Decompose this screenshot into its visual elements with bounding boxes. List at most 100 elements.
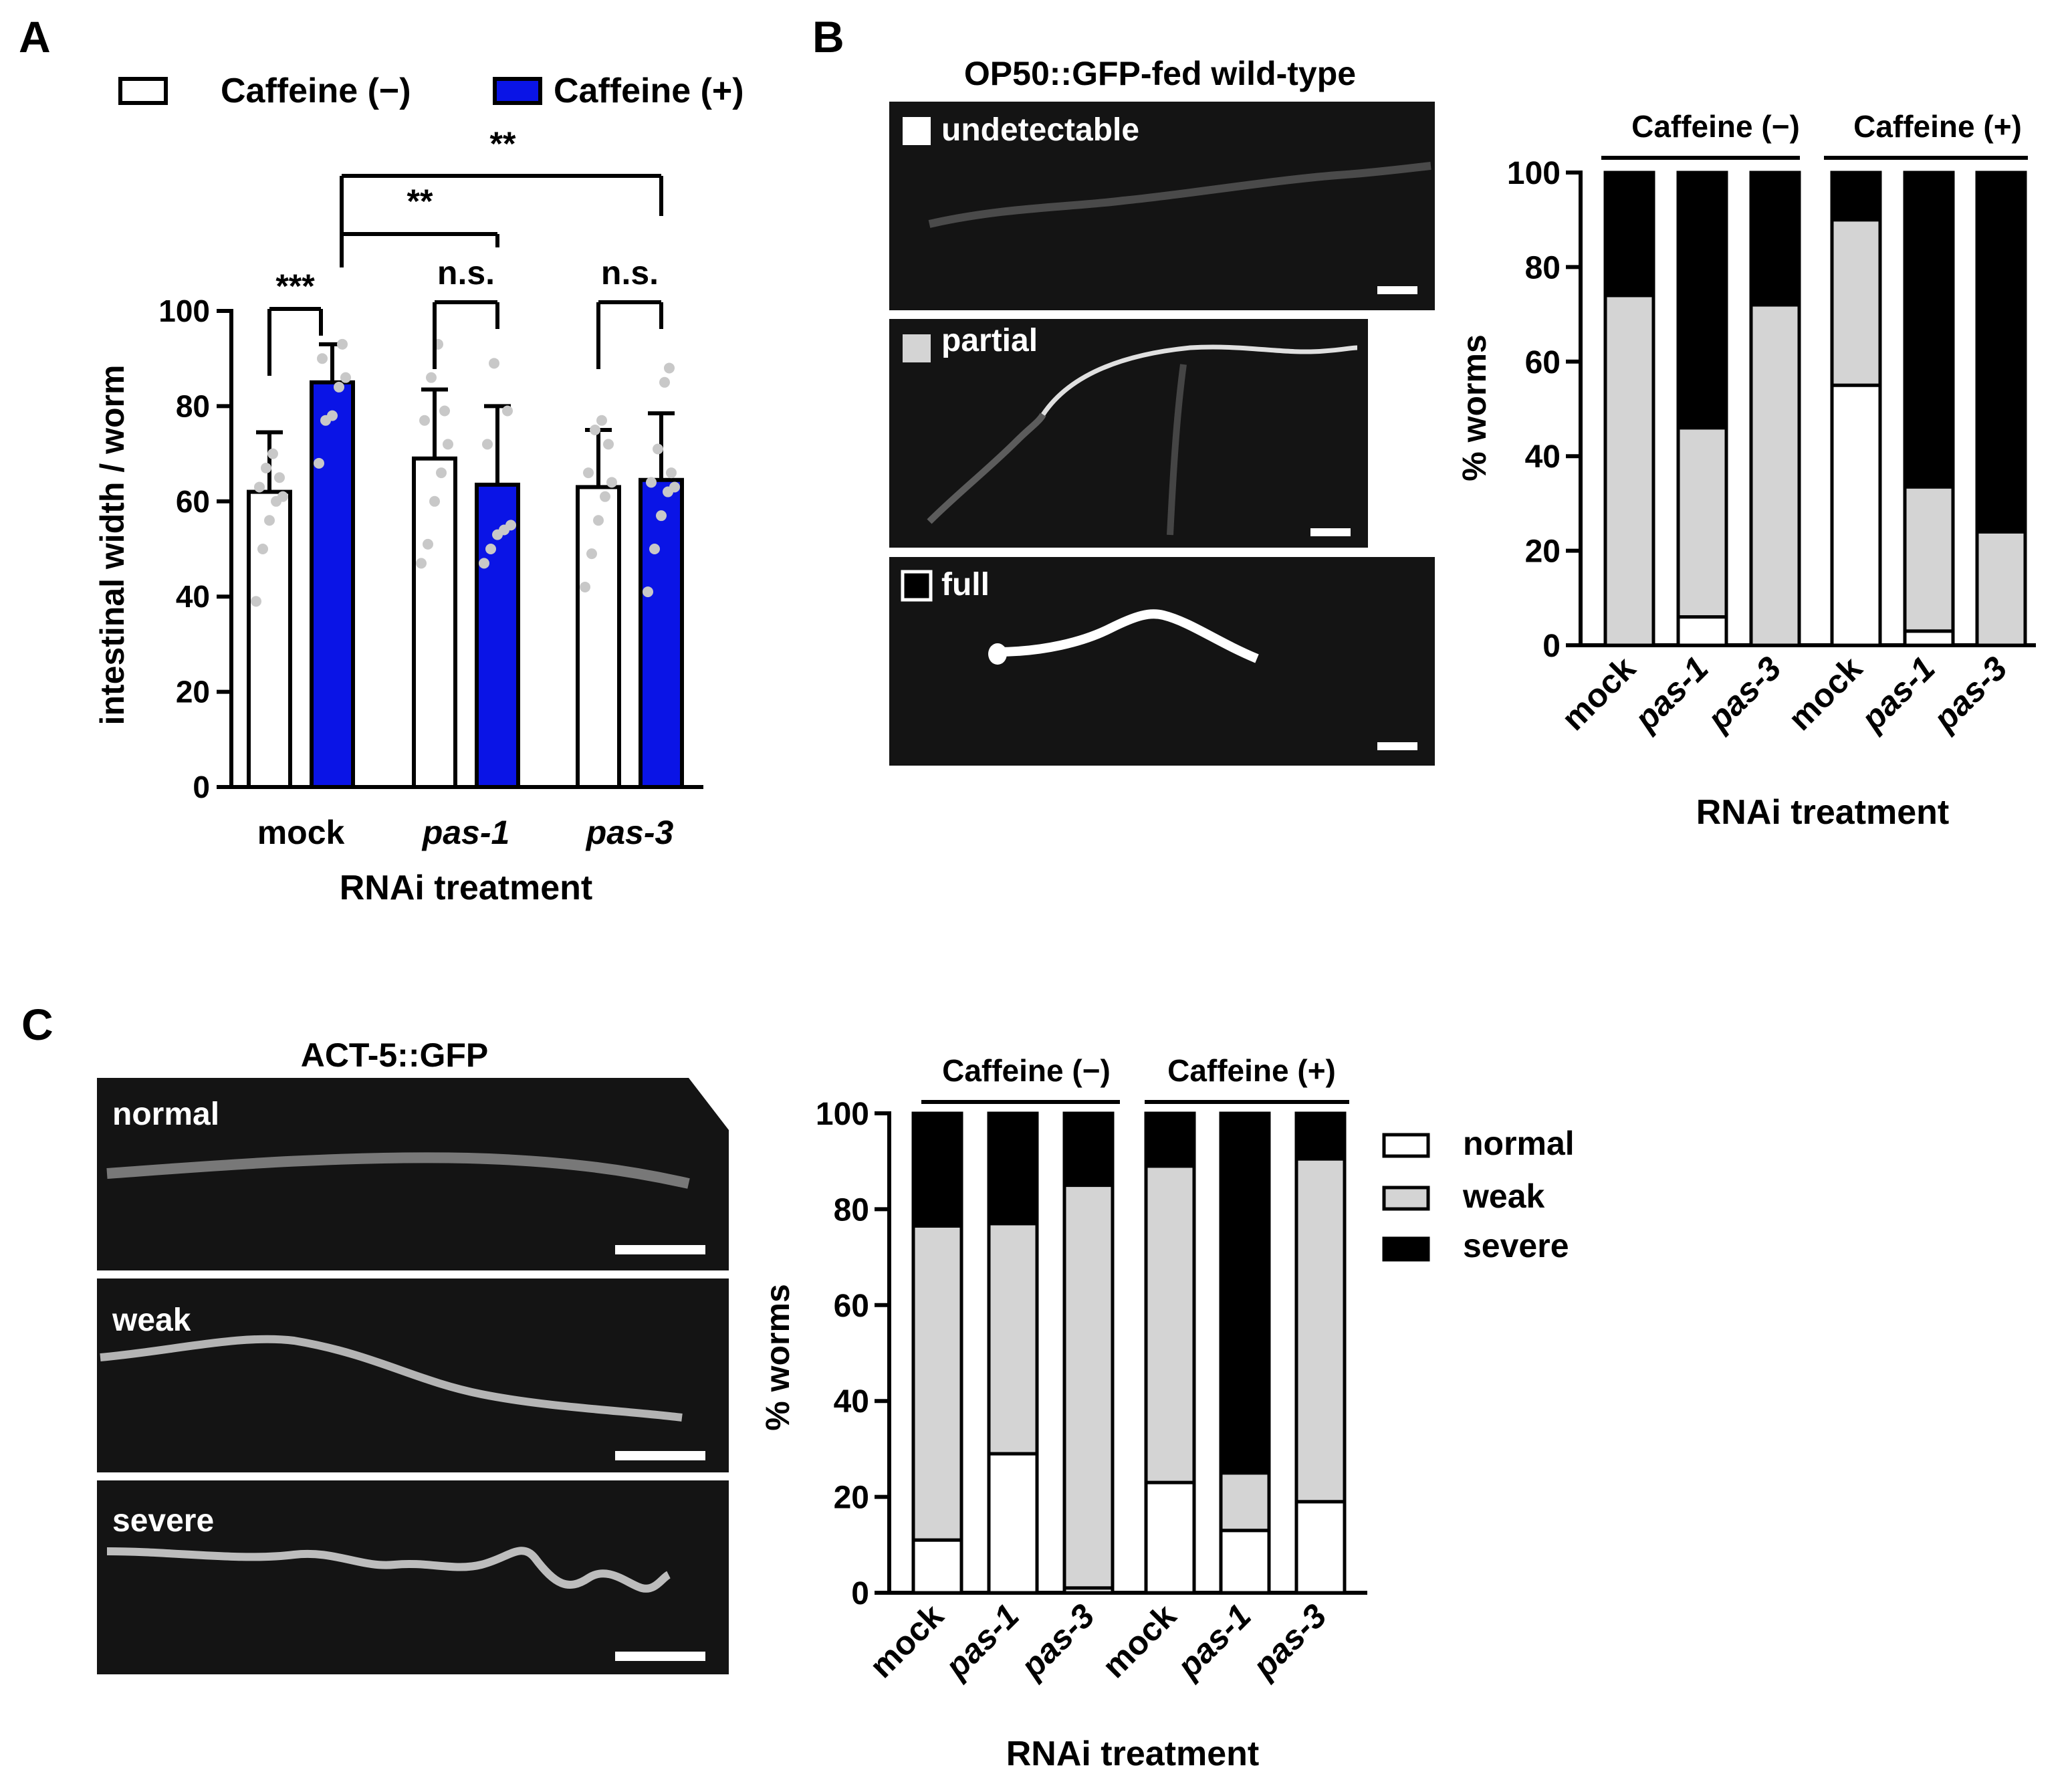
c-bar-4-weak bbox=[1144, 1164, 1196, 1484]
a-data-point bbox=[482, 439, 493, 450]
c-bar-1-weak bbox=[911, 1224, 963, 1542]
c-bar-6-weak bbox=[1294, 1157, 1347, 1504]
b-y-tick-label: 80 bbox=[1525, 250, 1561, 286]
c-bar-6-normal bbox=[1294, 1500, 1347, 1595]
panel-a-chart: Caffeine (−) Caffeine (+) 0 20 40 60 80 100 mo… bbox=[94, 72, 744, 907]
b-worm-partial bbox=[1041, 344, 1358, 416]
a-sig-label: n.s. bbox=[601, 254, 659, 292]
b-bar-2-partial bbox=[1676, 426, 1728, 619]
a-data-point bbox=[502, 405, 513, 417]
c-y-tick-label: 100 bbox=[816, 1097, 869, 1132]
c-legend-swatch-severe bbox=[1382, 1236, 1430, 1262]
a-x-axis-label: RNAi treatment bbox=[340, 869, 593, 907]
c-bar-6-severe bbox=[1294, 1111, 1347, 1161]
b-x-tick-label-2: pas-1 bbox=[1626, 649, 1715, 738]
b-micrograph-undetectable: undetectable bbox=[889, 102, 1435, 310]
b-group-label-caffeine-minus: Caffeine (−) bbox=[1631, 109, 1800, 144]
c-image-label-weak: weak bbox=[112, 1303, 191, 1338]
c-bar-4-severe bbox=[1144, 1111, 1196, 1168]
a-x-tick-label-pas-3: pas-3 bbox=[585, 814, 674, 851]
a-data-point bbox=[267, 448, 278, 459]
c-micrograph-severe: severe bbox=[97, 1480, 729, 1674]
c-y-tick-label: 60 bbox=[834, 1289, 869, 1324]
legend-label-caffeine-plus: Caffeine (+) bbox=[554, 72, 744, 110]
c-x-tick-label-5: pas-1 bbox=[1169, 1597, 1258, 1686]
a-sig-label: ** bbox=[407, 183, 433, 220]
c-x-tick-label-6: pas-3 bbox=[1244, 1597, 1334, 1686]
c-bar-4-normal bbox=[1144, 1480, 1196, 1595]
c-legend-swatch-weak bbox=[1382, 1186, 1430, 1211]
c-bar-2-normal bbox=[987, 1452, 1039, 1595]
a-data-point bbox=[600, 491, 610, 502]
a-data-point bbox=[334, 381, 344, 393]
b-image-label-full: full bbox=[941, 567, 990, 602]
c-legend: normal weak severe bbox=[1382, 1125, 1575, 1264]
a-data-point bbox=[593, 515, 604, 526]
b-y-tick-label: 60 bbox=[1525, 345, 1561, 380]
a-data-point bbox=[656, 510, 667, 522]
c-bar-3-weak bbox=[1062, 1184, 1115, 1590]
c-bar-5-severe bbox=[1219, 1111, 1271, 1475]
c-x-tick-label-2: pas-1 bbox=[937, 1597, 1026, 1686]
b-y-axis-label: % worms bbox=[1456, 334, 1493, 481]
c-image-label-normal: normal bbox=[112, 1097, 219, 1132]
legend-label-caffeine-minus: Caffeine (−) bbox=[221, 72, 411, 110]
a-data-point bbox=[277, 491, 288, 502]
c-x-tick-label-4: mock bbox=[1095, 1597, 1183, 1685]
b-legend-swatch-undetectable bbox=[903, 117, 931, 145]
b-x-tick-label-6: pas-3 bbox=[1925, 649, 2015, 739]
a-data-point bbox=[264, 515, 275, 526]
b-legend-swatch-full bbox=[901, 570, 933, 602]
b-scale-bar-3 bbox=[1377, 742, 1417, 750]
b-bar-2-full bbox=[1676, 171, 1728, 430]
c-y-tick-label: 40 bbox=[834, 1384, 869, 1420]
legend-swatch-caffeine-minus bbox=[118, 77, 168, 105]
b-micrograph-title: OP50::GFP-fed wild-type bbox=[964, 55, 1356, 92]
c-image-label-severe: severe bbox=[112, 1503, 214, 1539]
c-worm-weak bbox=[100, 1335, 683, 1422]
a-y-tick-label: 0 bbox=[193, 770, 210, 804]
c-y-tick-label: 0 bbox=[851, 1576, 869, 1611]
a-data-point bbox=[436, 467, 447, 479]
b-bar-3-partial bbox=[1749, 303, 1801, 647]
b-y-tick-label: 0 bbox=[1542, 629, 1561, 664]
b-bar-2-undetectable bbox=[1676, 615, 1728, 647]
b-scale-bar-1 bbox=[1377, 286, 1417, 294]
a-data-point bbox=[603, 439, 614, 450]
b-bar-1-partial bbox=[1603, 294, 1655, 647]
b-scale-bar-2 bbox=[1310, 528, 1351, 536]
b-image-label-undetectable: undetectable bbox=[941, 112, 1139, 148]
a-data-point bbox=[251, 596, 261, 607]
a-data-point bbox=[580, 581, 590, 592]
c-y-axis-label: % worms bbox=[759, 1284, 796, 1431]
c-bar-5-normal bbox=[1219, 1529, 1271, 1595]
a-y-tick-label: 80 bbox=[176, 388, 210, 423]
b-micrograph-partial: partial bbox=[889, 319, 1368, 548]
c-bar-2-severe bbox=[987, 1111, 1039, 1226]
b-bar-1-full bbox=[1603, 171, 1655, 298]
c-group-label-caffeine-minus: Caffeine (−) bbox=[942, 1053, 1111, 1088]
a-bar-mock-plus bbox=[310, 380, 355, 789]
a-data-point bbox=[317, 353, 328, 364]
b-bar-5-undetectable bbox=[1903, 629, 1955, 647]
a-y-tick-label: 40 bbox=[176, 579, 210, 614]
a-data-point bbox=[423, 538, 433, 550]
b-bar-4-undetectable bbox=[1830, 383, 1882, 647]
a-data-point bbox=[606, 477, 617, 488]
c-scale-bar-1 bbox=[615, 1245, 705, 1254]
c-worm-severe bbox=[106, 1547, 671, 1593]
a-data-point bbox=[485, 544, 496, 554]
panel-label-c: C bbox=[21, 1000, 53, 1049]
panel-a-legend: Caffeine (−) Caffeine (+) bbox=[118, 72, 744, 110]
a-data-point bbox=[653, 443, 663, 455]
c-legend-label-normal: normal bbox=[1463, 1125, 1575, 1162]
c-micrograph-normal: normal bbox=[97, 1078, 729, 1270]
legend-swatch-caffeine-plus bbox=[493, 77, 542, 105]
c-group-label-caffeine-plus: Caffeine (+) bbox=[1167, 1053, 1336, 1088]
a-data-point bbox=[646, 477, 657, 488]
a-bar-pas-1-minus bbox=[412, 456, 457, 789]
c-bar-5-weak bbox=[1219, 1471, 1271, 1533]
a-data-point bbox=[337, 338, 348, 350]
a-sig-label: ** bbox=[490, 125, 516, 162]
